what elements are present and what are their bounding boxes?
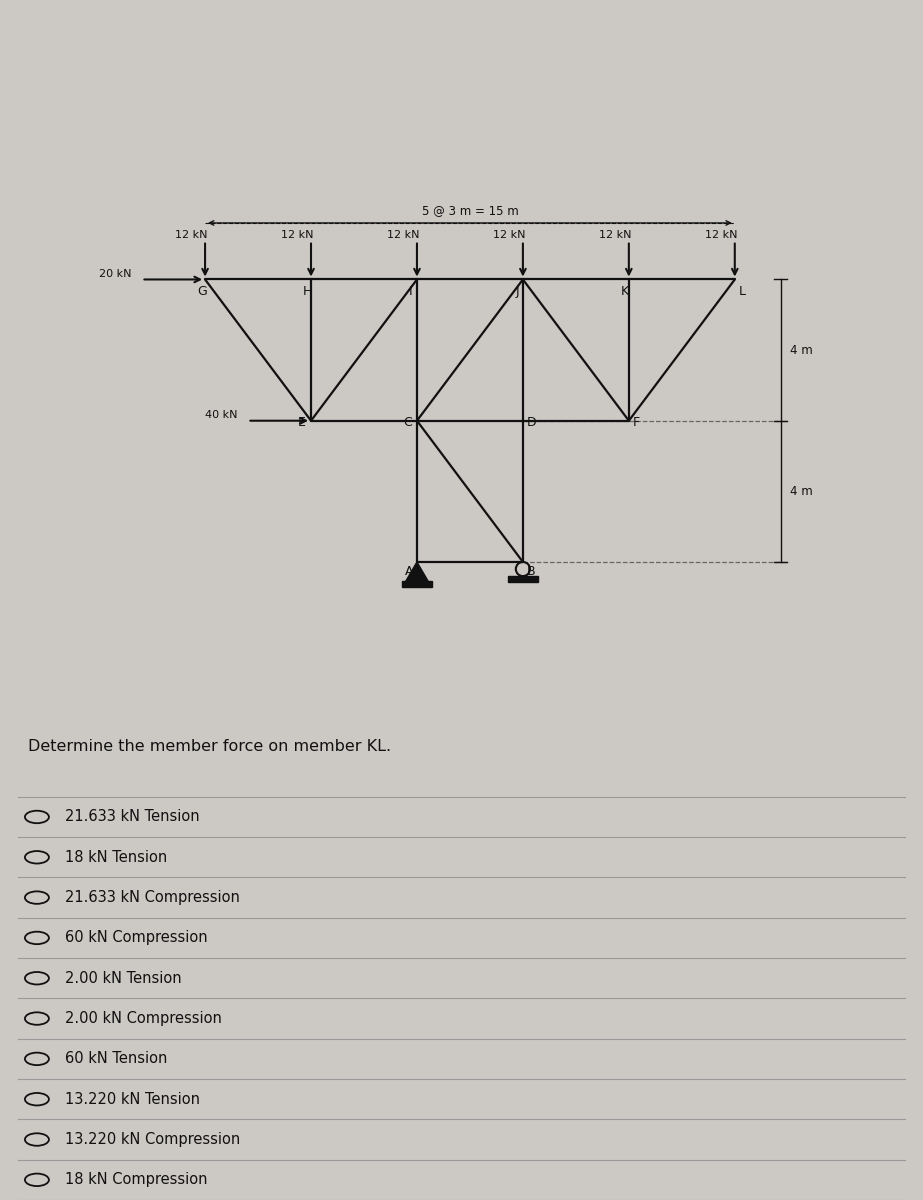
- Text: D: D: [527, 416, 537, 430]
- Text: I: I: [409, 286, 413, 299]
- Text: E: E: [297, 416, 306, 430]
- Text: 13.220 kN Tension: 13.220 kN Tension: [65, 1092, 199, 1106]
- Text: A: A: [404, 565, 414, 578]
- Text: 18 kN Compression: 18 kN Compression: [65, 1172, 207, 1187]
- Text: J: J: [515, 286, 519, 299]
- Text: 21.633 kN Compression: 21.633 kN Compression: [65, 890, 239, 905]
- Text: 12 kN: 12 kN: [493, 229, 525, 240]
- Text: L: L: [739, 286, 746, 299]
- Text: C: C: [403, 416, 413, 430]
- Text: 2.00 kN Tension: 2.00 kN Tension: [65, 971, 181, 985]
- Text: 12 kN: 12 kN: [705, 229, 737, 240]
- Bar: [508, 576, 538, 582]
- Text: 40 kN: 40 kN: [205, 410, 237, 420]
- Polygon shape: [405, 562, 428, 582]
- Text: H: H: [304, 286, 313, 299]
- Text: B: B: [527, 565, 535, 578]
- Text: 5 @ 3 m = 15 m: 5 @ 3 m = 15 m: [422, 204, 519, 217]
- Text: 4 m: 4 m: [789, 343, 812, 356]
- Text: 12 kN: 12 kN: [387, 229, 419, 240]
- Text: 12 kN: 12 kN: [281, 229, 314, 240]
- Text: 2.00 kN Compression: 2.00 kN Compression: [65, 1012, 222, 1026]
- Text: 21.633 kN Tension: 21.633 kN Tension: [65, 810, 199, 824]
- Text: 12 kN: 12 kN: [599, 229, 631, 240]
- Text: 13.220 kN Compression: 13.220 kN Compression: [65, 1132, 240, 1147]
- Bar: [402, 581, 432, 588]
- Text: 60 kN Tension: 60 kN Tension: [65, 1051, 167, 1067]
- Text: 12 kN: 12 kN: [175, 229, 208, 240]
- Text: 4 m: 4 m: [789, 485, 812, 498]
- Text: F: F: [633, 416, 641, 430]
- Text: 20 kN: 20 kN: [99, 269, 132, 278]
- Text: 60 kN Compression: 60 kN Compression: [65, 930, 208, 946]
- Text: Determine the member force on member KL.: Determine the member force on member KL.: [28, 739, 390, 755]
- Text: 18 kN Tension: 18 kN Tension: [65, 850, 167, 865]
- Text: K: K: [621, 286, 629, 299]
- Text: G: G: [198, 286, 207, 299]
